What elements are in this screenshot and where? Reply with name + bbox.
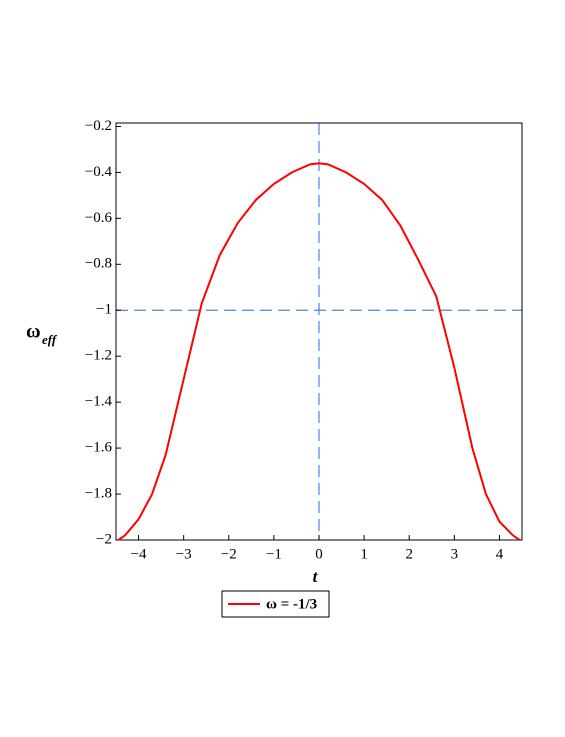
y-tick-label: −2 [96, 531, 112, 547]
line-series [117, 162, 521, 541]
x-tick-label: 2 [405, 546, 413, 562]
x-tick-label: 4 [496, 546, 504, 562]
y-axis-label: ω [26, 321, 41, 343]
y-tick-label: −1.2 [85, 348, 112, 364]
y-tick-label: −1 [96, 302, 112, 318]
y-axis-label-subscript: eff [42, 332, 58, 347]
y-tick-label: −0.2 [85, 118, 112, 134]
x-tick-label: −2 [221, 546, 237, 562]
y-tick-label: −1.6 [85, 440, 113, 456]
x-tick-label: 3 [451, 546, 459, 562]
x-tick-label: −4 [131, 546, 147, 562]
y-tick-label: −1.8 [85, 485, 112, 501]
y-tick-label: −0.8 [85, 256, 112, 272]
y-tick-label: −1.4 [85, 394, 113, 410]
legend-label: ω = -1/3 [266, 596, 317, 612]
x-tick-label: 0 [315, 546, 323, 562]
y-tick-label: −0.6 [85, 210, 113, 226]
x-tick-label: 1 [360, 546, 368, 562]
x-tick-label: −3 [176, 546, 192, 562]
x-tick-label: −1 [266, 546, 282, 562]
x-axis-label: t [313, 567, 319, 586]
y-tick-label: −0.4 [85, 164, 113, 180]
